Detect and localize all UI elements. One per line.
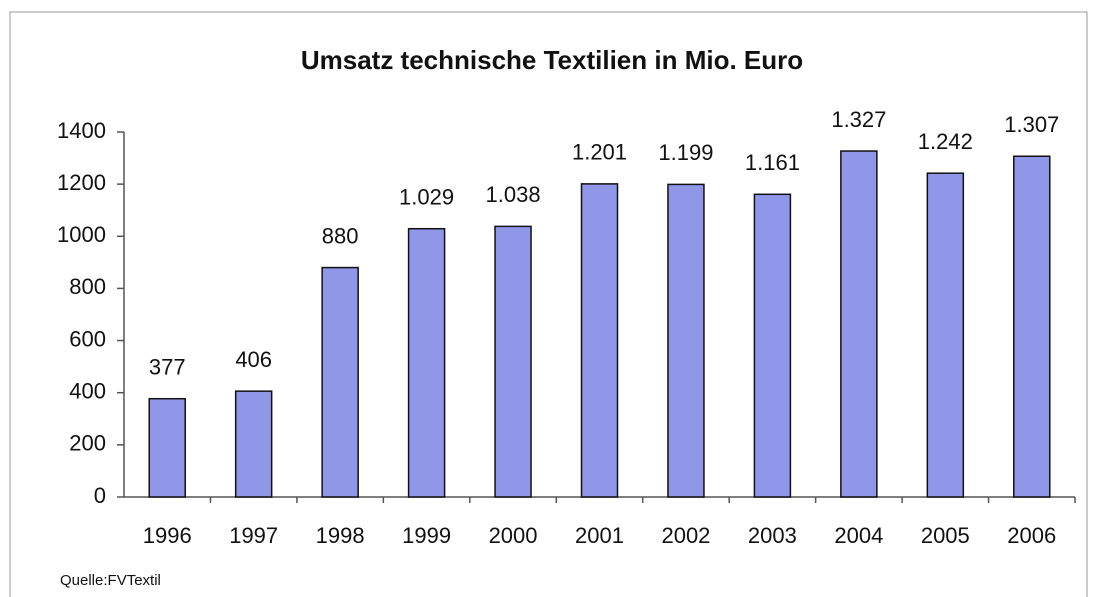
x-tick-label: 1996 <box>143 523 192 548</box>
value-label: 1.327 <box>831 107 886 132</box>
x-tick-label: 2004 <box>834 523 883 548</box>
x-tick-label: 2006 <box>1007 523 1056 548</box>
source-note: Quelle:FVTextil <box>60 572 161 589</box>
x-tick-label: 1999 <box>402 523 451 548</box>
y-tick-label: 200 <box>69 431 106 456</box>
x-tick-label: 2005 <box>921 523 970 548</box>
bar <box>926 172 965 498</box>
bar <box>1013 155 1051 498</box>
bar <box>580 183 619 498</box>
y-tick-label: 0 <box>94 483 106 508</box>
x-tick-label: 2002 <box>661 523 710 548</box>
bar <box>840 150 878 498</box>
x-tick-label: 2003 <box>748 523 797 548</box>
bar <box>321 266 359 498</box>
y-tick-label: 400 <box>69 379 106 404</box>
bar <box>667 183 705 498</box>
y-tick-label: 600 <box>69 326 106 351</box>
value-label: 1.201 <box>572 140 627 165</box>
frame <box>9 11 1088 597</box>
bar <box>148 397 186 498</box>
bar <box>753 193 792 498</box>
bar <box>234 390 273 498</box>
y-tick-label: 1200 <box>57 170 106 195</box>
value-label: 880 <box>322 223 359 248</box>
chart-title: Umsatz technische Textilien in Mio. Euro <box>301 45 803 75</box>
value-label: 1.161 <box>745 150 800 175</box>
value-label: 377 <box>149 355 186 380</box>
value-label: 1.242 <box>918 129 973 154</box>
value-label: 1.307 <box>1004 112 1059 137</box>
x-tick-label: 1997 <box>229 523 278 548</box>
value-label: 1.029 <box>399 185 454 210</box>
bar <box>407 227 446 498</box>
x-tick-label: 2001 <box>575 523 624 548</box>
value-label: 1.038 <box>486 182 541 207</box>
y-tick-label: 1000 <box>57 222 106 247</box>
x-tick-label: 1998 <box>316 523 365 548</box>
x-tick-label: 2000 <box>489 523 538 548</box>
value-label: 1.199 <box>658 140 713 165</box>
y-tick-label: 1400 <box>57 118 106 143</box>
bar <box>494 225 532 498</box>
value-label: 406 <box>235 347 272 372</box>
y-tick-label: 800 <box>69 274 106 299</box>
